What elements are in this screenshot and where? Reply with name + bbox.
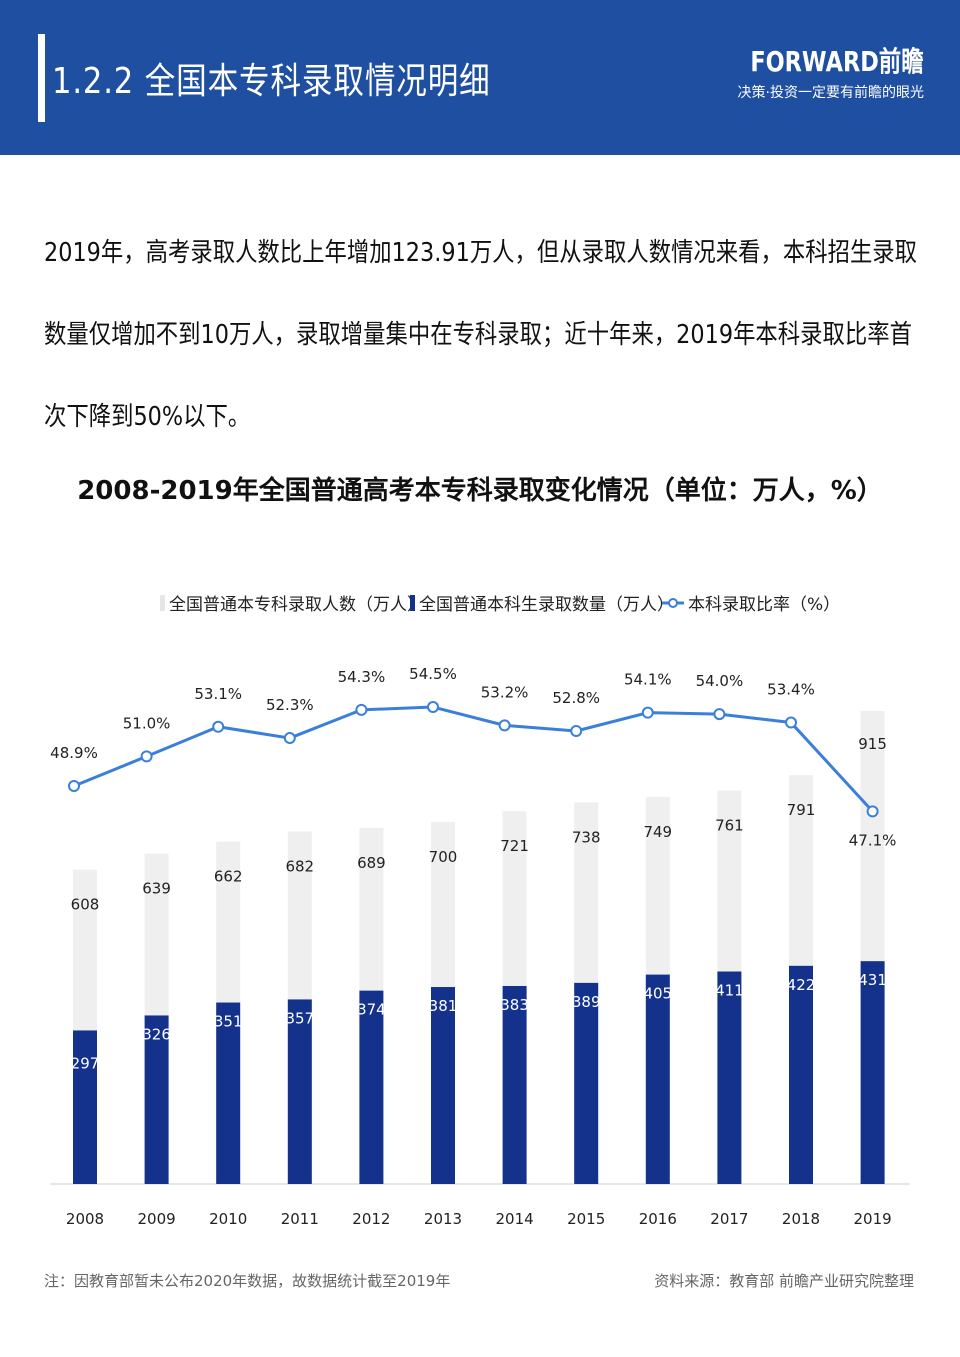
bar-undergrad: [287, 999, 312, 1184]
x-tick-label: 2019: [854, 1210, 892, 1228]
x-tick-label: 2010: [209, 1210, 247, 1228]
legend-label: 本科录取比率（%）: [688, 595, 841, 615]
bar-undergrad: [717, 971, 742, 1184]
legend-swatch: [160, 594, 165, 611]
bar-undergrad-label: 374: [357, 1001, 386, 1019]
bar-undergrad: [860, 961, 885, 1184]
bar-undergrad-label: 411: [715, 982, 744, 1000]
x-tick-label: 2011: [281, 1210, 319, 1228]
rate-label: 54.5%: [409, 665, 457, 683]
bar-undergrad-label: 326: [142, 1025, 171, 1043]
bar-undergrad-label: 422: [787, 976, 816, 994]
rate-point: [283, 732, 296, 745]
legend-total: 全国普通本专科录取人数（万人）: [160, 590, 424, 615]
x-tick-label: 2014: [496, 1210, 534, 1228]
bar-undergrad: [789, 965, 813, 1184]
x-tick-label: 2009: [138, 1210, 176, 1228]
rate-label: 54.0%: [696, 672, 744, 690]
rate-point: [713, 708, 726, 721]
bar-total-label: 915: [858, 735, 887, 753]
rate-point: [785, 716, 797, 729]
chart-title: 2008-2019年全国普通高考本专科录取变化情况（单位：万人，%）: [77, 476, 883, 506]
rate-point: [140, 750, 153, 763]
x-tick-label: 2008: [66, 1210, 104, 1228]
header: 1.2.2 全国本专科录取情况明细 FORWARD前瞻 决策·投资一定要有前瞻的…: [0, 0, 960, 155]
x-tick-label: 2015: [567, 1210, 605, 1228]
page-title: 1.2.2 全国本专科录取情况明细: [52, 61, 491, 102]
legend-label: 全国普通本专科录取人数（万人）: [169, 595, 424, 615]
rate-label: 51.0%: [123, 714, 171, 732]
bar-total-label: 738: [572, 828, 601, 846]
rate-point: [212, 720, 225, 733]
legend-swatch: [410, 594, 415, 611]
x-tick-label: 2017: [710, 1210, 748, 1228]
footnote: 注：因教育部暂未公布2020年数据，故数据统计截至2019年: [44, 1272, 451, 1290]
x-tick-label: 2018: [782, 1210, 820, 1228]
bar-undergrad-label: 389: [572, 993, 601, 1011]
rate-label: 53.4%: [767, 681, 815, 699]
logo-text: FORWARD前瞻: [750, 45, 924, 78]
bar-undergrad: [502, 985, 527, 1184]
rate-label: 53.1%: [194, 685, 242, 703]
bar-undergrad: [431, 987, 455, 1184]
rate-point: [641, 706, 654, 719]
source: 资料来源：教育部 前瞻产业研究院整理: [654, 1272, 914, 1290]
title-accent: [38, 34, 45, 122]
bar-undergrad-label: 431: [858, 971, 887, 989]
x-tick-label: 2016: [639, 1210, 677, 1228]
bar-undergrad-label: 351: [214, 1013, 243, 1031]
rate-point: [427, 701, 439, 714]
bar-undergrad: [216, 1002, 241, 1184]
bar-undergrad: [144, 1015, 169, 1184]
rate-label: 54.1%: [624, 671, 672, 689]
legend-undergrad: 全国普通本科生录取数量（万人）: [410, 590, 674, 615]
legend-line-icon: [662, 597, 684, 608]
bar-total-label: 749: [643, 823, 672, 841]
bar-total-label: 689: [357, 854, 386, 872]
legend-rate: 本科录取比率（%）: [662, 590, 840, 615]
bar-total-label: 608: [71, 896, 100, 914]
bar-undergrad: [73, 1030, 97, 1184]
intro-text: 2019年，高考录取人数比上年增加123.91万人，但从录取人数情况来看，本科招…: [44, 238, 918, 432]
bar-total-label: 700: [429, 848, 458, 866]
rate-label: 48.9%: [50, 744, 98, 762]
logo-slogan: 决策·投资一定要有前瞻的眼光: [737, 85, 924, 101]
rate-point: [68, 780, 80, 792]
bar-total-label: 639: [142, 880, 171, 898]
rate-label: 52.8%: [552, 689, 600, 707]
bar-total-label: 662: [214, 868, 243, 886]
x-tick-label: 2012: [352, 1210, 390, 1228]
bar-undergrad: [645, 974, 670, 1184]
bar-undergrad-label: 383: [500, 996, 529, 1014]
bar-total-label: 721: [500, 837, 529, 855]
bar-undergrad: [574, 982, 599, 1184]
bar-undergrad-label: 357: [285, 1009, 314, 1027]
rate-point: [866, 805, 879, 818]
bar-total-label: 791: [787, 801, 816, 819]
bar-total-label: 682: [285, 857, 314, 875]
bar-undergrad-label: 297: [71, 1054, 100, 1072]
bar-undergrad-label: 405: [643, 985, 672, 1003]
rate-label: 47.1%: [849, 831, 897, 849]
rate-label: 53.2%: [481, 683, 529, 701]
bar-undergrad-label: 381: [429, 997, 458, 1015]
rate-point: [498, 719, 511, 732]
rate-label: 52.3%: [266, 696, 314, 714]
rate-point: [355, 703, 368, 716]
bar-total-label: 761: [715, 817, 744, 835]
rate-line: [73, 705, 874, 813]
logo: FORWARD前瞻 决策·投资一定要有前瞻的眼光: [707, 40, 924, 102]
x-tick-label: 2013: [424, 1210, 462, 1228]
rate-point: [570, 725, 583, 738]
bar-undergrad: [359, 990, 384, 1184]
rate-label: 54.3%: [338, 668, 386, 686]
legend-label: 全国普通本科生录取数量（万人）: [419, 595, 674, 615]
